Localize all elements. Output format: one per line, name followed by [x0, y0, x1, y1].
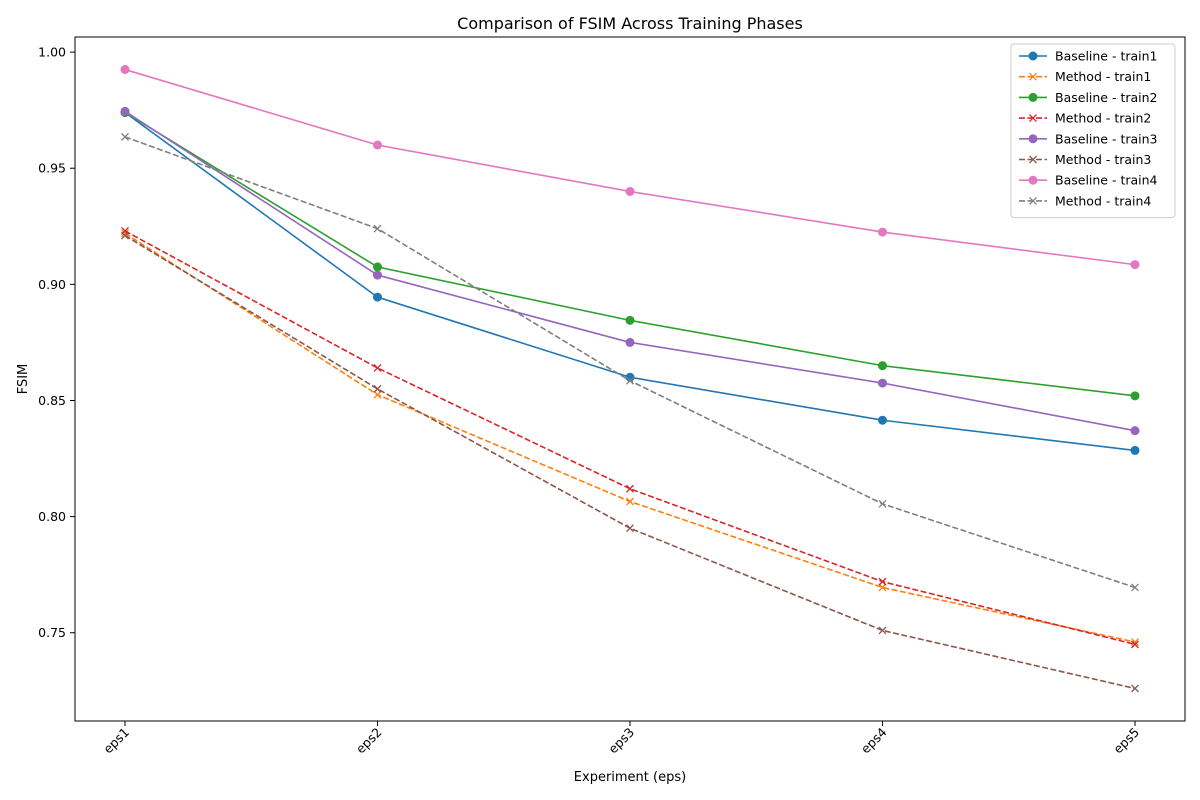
x-axis-title: Experiment (eps)	[574, 770, 686, 785]
data-point	[373, 364, 382, 372]
data-point	[626, 484, 634, 493]
y-axis-title: FSIM	[16, 364, 31, 395]
data-point	[878, 378, 887, 388]
series-2	[121, 229, 1139, 646]
legend-label: Baseline - train1	[1055, 49, 1158, 64]
legend-entry: Baseline - train1	[1019, 49, 1158, 64]
series-7	[120, 65, 1140, 270]
data-point	[625, 315, 635, 325]
y-tick-label: 0.85	[38, 393, 66, 408]
legend-label: Method - train3	[1055, 152, 1151, 167]
data-point	[625, 186, 635, 196]
data-point	[625, 337, 635, 347]
data-point	[1130, 260, 1140, 270]
data-point	[373, 390, 382, 399]
data-point	[1131, 583, 1139, 592]
series-4	[121, 226, 1139, 649]
series-5	[120, 106, 1140, 436]
legend-entry: Method - train3	[1019, 152, 1151, 167]
data-point	[120, 106, 130, 116]
legend-box	[1010, 43, 1176, 219]
legend-swatch-marker	[1029, 114, 1037, 123]
legend-swatch-marker	[1029, 196, 1037, 205]
legend-swatch-marker	[1029, 72, 1037, 81]
data-point	[1131, 640, 1139, 649]
data-point	[121, 229, 129, 238]
data-point	[121, 231, 129, 240]
legend-entry: Baseline - train2	[1019, 90, 1158, 105]
legend-label: Method - train1	[1055, 69, 1151, 84]
legend-swatch-marker	[1028, 51, 1038, 61]
data-point	[373, 262, 382, 272]
data-point	[878, 361, 887, 371]
legend-entry: Method - train1	[1019, 69, 1151, 84]
data-point	[1130, 426, 1140, 436]
data-point	[878, 227, 887, 237]
data-point	[1130, 445, 1140, 455]
data-point	[373, 292, 382, 302]
data-point	[1131, 684, 1139, 693]
legend-swatch-marker	[1028, 134, 1038, 144]
series-6	[121, 231, 1139, 693]
y-axis-ticks: 0.75 0.80 0.85 0.90 0.95 1.00	[38, 45, 75, 640]
data-point	[1130, 391, 1140, 401]
legend-entry: Method - train4	[1019, 193, 1151, 208]
data-point	[878, 499, 887, 508]
legend-label: Method - train2	[1055, 111, 1151, 126]
y-tick-label: 0.90	[38, 277, 66, 292]
legend-swatch-marker	[1028, 175, 1038, 185]
data-point	[373, 140, 382, 150]
data-point	[878, 626, 887, 635]
y-tick-label: 1.00	[38, 45, 66, 60]
legend-swatch-marker	[1028, 92, 1038, 102]
legend-entry: Method - train2	[1019, 111, 1151, 126]
data-point	[1131, 638, 1139, 646]
legend-entry: Baseline - train4	[1019, 173, 1158, 188]
data-point	[373, 270, 382, 280]
data-point	[626, 376, 634, 385]
data-point	[878, 415, 887, 425]
series-8	[121, 132, 1139, 592]
data-point	[878, 577, 887, 586]
y-tick-label: 0.95	[38, 161, 66, 176]
data-point	[121, 132, 129, 141]
data-point	[626, 524, 634, 533]
y-tick-label: 0.75	[38, 625, 66, 640]
data-point	[373, 384, 382, 393]
legend-swatch-marker	[1029, 155, 1037, 164]
data-point	[626, 497, 634, 506]
data-point	[878, 583, 887, 592]
data-point	[120, 65, 130, 75]
legend-entry: Baseline - train3	[1019, 131, 1158, 146]
y-tick-label: 0.80	[38, 509, 66, 524]
legend-label: Baseline - train2	[1055, 90, 1158, 105]
data-point	[373, 224, 382, 233]
series-line	[124, 230, 1136, 646]
legend-label: Method - train4	[1055, 193, 1151, 208]
legend: Baseline - train1 Method - train1 Baseline…	[1010, 43, 1176, 219]
legend-label: Baseline - train3	[1055, 131, 1158, 146]
legend-label: Baseline - train4	[1055, 173, 1158, 188]
chart-title: Comparison of FSIM Across Training Phase…	[457, 14, 803, 33]
plot-area	[120, 65, 1140, 693]
data-point	[625, 372, 635, 382]
